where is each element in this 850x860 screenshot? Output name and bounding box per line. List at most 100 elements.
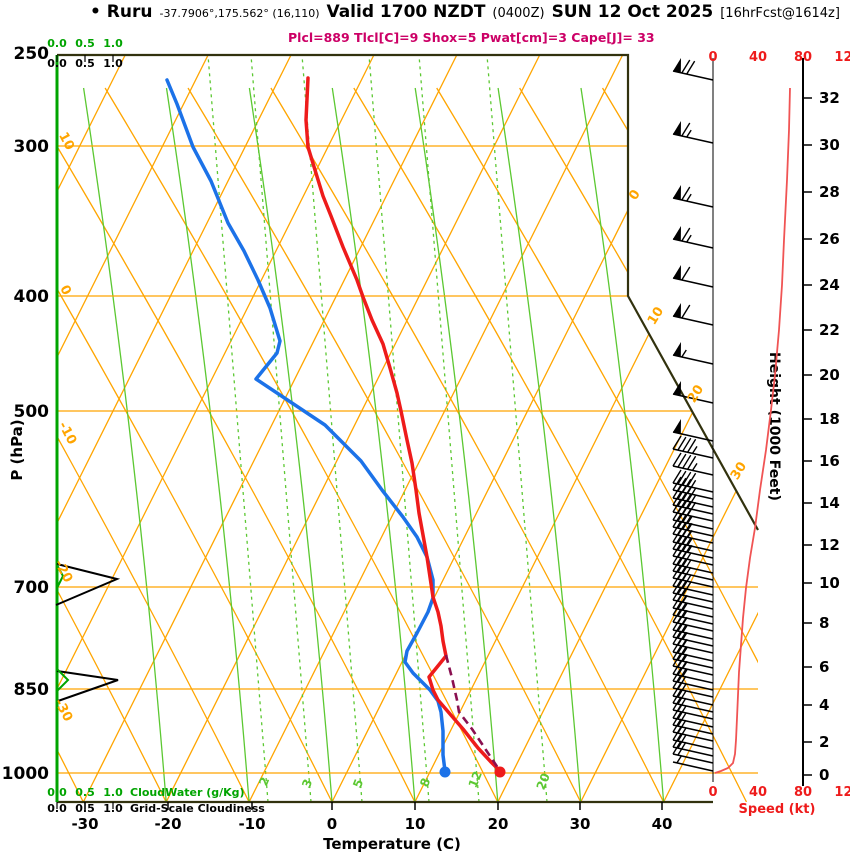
barb-half-feather xyxy=(682,668,688,677)
mixing-ratio-label: 8 xyxy=(417,776,433,789)
barb-feather xyxy=(677,573,687,588)
barb-feather xyxy=(681,266,691,281)
wind-barb xyxy=(672,121,714,144)
barb-feather xyxy=(672,726,682,741)
barb-half-feather xyxy=(676,755,682,764)
mixing-ratio-line xyxy=(418,55,480,802)
wind-barb xyxy=(672,594,714,618)
barb-feather xyxy=(677,536,687,551)
height-tick-label: 4 xyxy=(819,696,829,714)
cloudiness-scale-top: 0.0 xyxy=(47,57,67,70)
barb-half-feather xyxy=(686,193,692,202)
barb-feather xyxy=(677,661,687,676)
mixing-ratio-label: 20 xyxy=(534,771,553,792)
isotherm-line xyxy=(331,55,707,802)
barb-feather xyxy=(672,652,682,667)
barb-feather xyxy=(677,727,687,742)
barb-half-feather xyxy=(682,602,688,611)
pressure-tick-label: 400 xyxy=(14,287,50,307)
barb-pennant xyxy=(673,303,681,318)
dry-adiabat-line xyxy=(270,87,665,802)
cloudwater-axis-title: CloudWater (g/Kg) xyxy=(130,786,245,799)
temp-tick-label: 30 xyxy=(570,815,591,833)
barb-feather xyxy=(672,484,682,499)
barb-feather xyxy=(682,508,692,523)
barb-feather xyxy=(672,579,682,594)
barb-feather xyxy=(672,616,682,631)
isotherm-line xyxy=(57,55,209,802)
cloudwater-scale-top: 1.0 xyxy=(103,37,123,50)
barb-half-feather xyxy=(691,446,698,454)
wind-barb xyxy=(672,491,714,515)
barb-feather xyxy=(677,436,687,451)
wind-barb xyxy=(672,689,714,713)
mixing-ratio-label: 3 xyxy=(299,777,315,790)
barb-feather xyxy=(677,668,687,683)
barb-feather xyxy=(672,689,682,704)
barb-feather xyxy=(672,601,682,616)
dry-adiabat-line xyxy=(57,87,167,802)
barb-pennant xyxy=(673,58,681,73)
wind-barb xyxy=(672,513,714,537)
barb-feather xyxy=(682,530,692,545)
pressure-tick-label: 300 xyxy=(14,137,50,157)
barb-feather xyxy=(677,492,687,507)
cloud-water-spike xyxy=(56,668,70,692)
dry-adiabat-label: -10 xyxy=(55,419,79,447)
barb-feather xyxy=(687,455,697,470)
wind-barb xyxy=(672,484,714,508)
speed-tick-label-top: 0 xyxy=(708,50,717,65)
surface-temperature-dot xyxy=(494,766,506,778)
barb-feather xyxy=(672,435,682,450)
barb-feather xyxy=(677,705,687,720)
speed-tick-label-bottom: 80 xyxy=(794,785,812,800)
wind-barb xyxy=(672,652,714,676)
cloudwater-scale-bottom: 0.5 xyxy=(75,786,95,799)
wind-barb xyxy=(672,535,714,559)
isotherm-line xyxy=(57,55,292,802)
wind-barb xyxy=(672,572,714,596)
barb-feather xyxy=(672,513,682,528)
mixing-ratio-label: 12 xyxy=(466,769,485,790)
sounding-indices: Plcl=889 Tlcl[C]=9 Shox=5 Pwat[cm]=3 Cap… xyxy=(288,30,655,45)
height-tick-label: 2 xyxy=(819,733,829,751)
mixing-ratio-label: 5 xyxy=(350,777,366,790)
temp-tick-label: -30 xyxy=(71,815,98,833)
temp-tick-label: 0 xyxy=(327,815,337,833)
cloudwater-scale-bottom: 0.0 xyxy=(47,786,67,799)
valid-date: SUN 12 Oct 2025 xyxy=(551,2,714,22)
surface-dewpoint-dot xyxy=(439,766,451,778)
wind-barb xyxy=(672,638,714,662)
wind-barb xyxy=(672,185,714,208)
mixing-ratio-line xyxy=(486,55,548,802)
wind-barb xyxy=(672,579,714,603)
barb-feather xyxy=(682,437,692,452)
isotherm-line xyxy=(57,55,126,802)
cloud-fraction-spike xyxy=(55,563,121,606)
barb-feather xyxy=(682,581,692,596)
wind-barb xyxy=(672,755,714,772)
barb-pennant xyxy=(673,342,681,357)
barb-feather xyxy=(672,674,682,689)
cloudiness-scale-bottom: 1.0 xyxy=(103,802,123,815)
barb-feather xyxy=(672,550,682,565)
pressure-tick-label: 500 xyxy=(14,402,50,422)
cloudiness-axis-title: Grid-Scale Cloudiness xyxy=(130,802,265,815)
speed-tick-label-top: 80 xyxy=(794,50,812,65)
barb-feather xyxy=(672,630,682,645)
barb-feather xyxy=(686,60,696,75)
parcel-path-dashed xyxy=(444,654,502,772)
barb-half-feather xyxy=(686,129,692,138)
dry-adiabat-label: -20 xyxy=(51,557,75,585)
height-tick-label: 8 xyxy=(819,614,829,632)
dry-adiabat-label: -30 xyxy=(51,696,75,724)
barb-pennant xyxy=(673,419,681,434)
barb-feather xyxy=(672,733,682,748)
barb-feather xyxy=(677,485,687,500)
barb-half-feather xyxy=(691,463,698,471)
dry-adiabat-line xyxy=(187,87,582,802)
barb-feather xyxy=(672,452,682,467)
dewpoint-curve xyxy=(165,78,447,773)
moist-adiabat-line xyxy=(248,87,333,802)
barb-feather xyxy=(682,486,692,501)
